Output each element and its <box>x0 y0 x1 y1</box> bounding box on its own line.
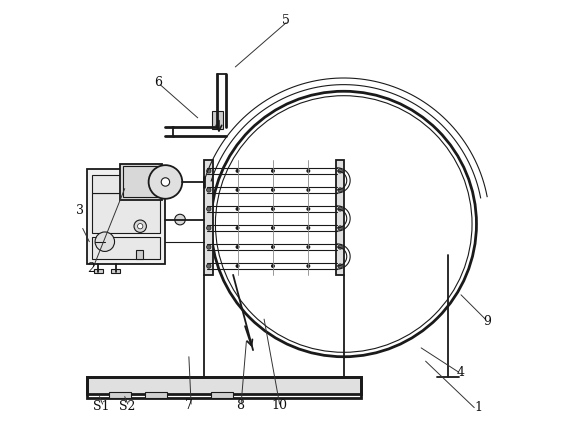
Text: 6: 6 <box>154 76 162 89</box>
Circle shape <box>149 165 182 199</box>
Circle shape <box>236 188 240 192</box>
Circle shape <box>338 169 343 173</box>
Text: 5: 5 <box>282 14 290 27</box>
Circle shape <box>306 188 310 192</box>
Circle shape <box>207 264 211 268</box>
Text: 9: 9 <box>483 315 491 328</box>
Text: S2: S2 <box>119 400 135 413</box>
Circle shape <box>207 207 211 211</box>
Circle shape <box>306 264 310 268</box>
Circle shape <box>306 245 310 249</box>
Circle shape <box>271 264 275 268</box>
Circle shape <box>236 169 240 173</box>
Circle shape <box>207 169 211 173</box>
Circle shape <box>338 264 343 268</box>
Bar <box>204 160 213 275</box>
Text: 10: 10 <box>272 399 287 412</box>
Circle shape <box>338 188 343 192</box>
Circle shape <box>306 207 310 211</box>
Circle shape <box>306 226 310 230</box>
Bar <box>91 175 160 193</box>
Text: 1: 1 <box>475 401 483 414</box>
Text: 7: 7 <box>185 399 193 412</box>
Circle shape <box>338 245 343 249</box>
Circle shape <box>338 207 343 211</box>
Circle shape <box>271 226 275 230</box>
Bar <box>111 269 120 273</box>
Circle shape <box>271 169 275 173</box>
Bar <box>91 193 160 233</box>
Circle shape <box>236 207 240 211</box>
Bar <box>212 111 223 129</box>
Bar <box>336 160 344 275</box>
Bar <box>120 164 162 200</box>
Circle shape <box>236 264 240 268</box>
Circle shape <box>236 245 240 249</box>
Circle shape <box>207 188 211 192</box>
Circle shape <box>271 245 275 249</box>
Circle shape <box>207 245 211 249</box>
Bar <box>91 237 160 259</box>
Circle shape <box>271 207 275 211</box>
Circle shape <box>306 169 310 173</box>
Bar <box>94 269 103 273</box>
Text: 3: 3 <box>76 204 83 217</box>
Circle shape <box>271 188 275 192</box>
Bar <box>123 167 160 198</box>
Bar <box>211 392 233 398</box>
Text: 8: 8 <box>236 399 244 412</box>
Circle shape <box>338 226 343 230</box>
Bar <box>87 377 361 394</box>
Bar <box>136 250 143 259</box>
Circle shape <box>207 226 211 230</box>
Bar <box>87 377 361 398</box>
Circle shape <box>134 220 147 233</box>
Circle shape <box>95 232 115 251</box>
Bar <box>109 392 131 398</box>
Circle shape <box>137 224 143 229</box>
Bar <box>145 392 167 398</box>
Text: 4: 4 <box>457 366 465 379</box>
Circle shape <box>175 214 185 225</box>
Bar <box>87 169 165 264</box>
Text: S1: S1 <box>94 400 110 413</box>
Circle shape <box>161 178 170 186</box>
Circle shape <box>236 226 240 230</box>
Text: 2: 2 <box>87 262 95 275</box>
